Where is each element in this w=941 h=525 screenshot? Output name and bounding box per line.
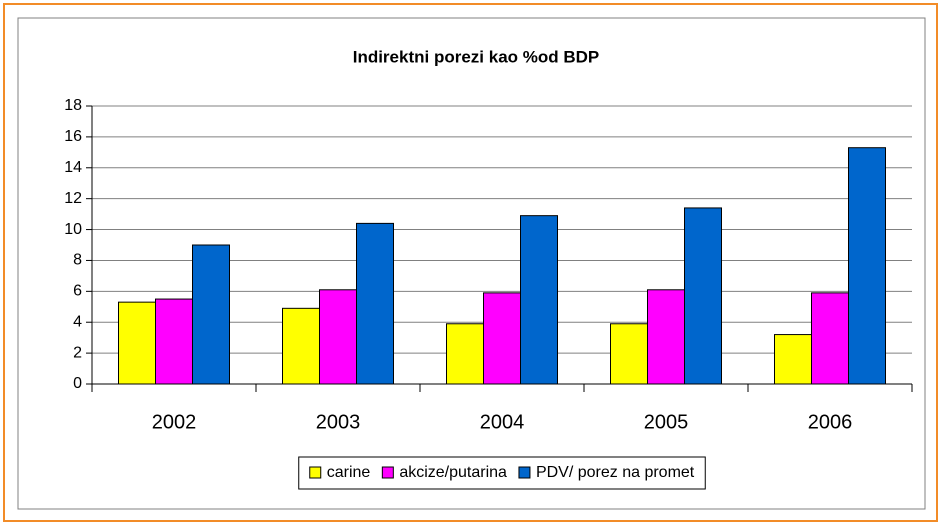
bar	[520, 215, 558, 385]
y-tick-label: 18	[64, 97, 82, 114]
bar	[483, 292, 521, 385]
bar	[684, 207, 722, 385]
bar	[446, 323, 484, 385]
legend-label: akcize/putarina	[399, 464, 507, 481]
bar	[647, 289, 685, 385]
bar	[848, 147, 886, 385]
legend-swatch	[309, 466, 322, 479]
bar	[319, 289, 357, 385]
x-tick-label: 2005	[644, 411, 689, 433]
y-tick-label: 0	[73, 375, 82, 392]
y-tick-label: 12	[64, 190, 82, 207]
y-tick-label: 16	[64, 128, 82, 145]
y-tick-label: 10	[64, 221, 82, 238]
bar	[118, 301, 156, 385]
y-tick-label: 14	[64, 159, 82, 176]
legend-swatch	[518, 466, 531, 479]
bar	[155, 298, 193, 385]
legend-label: carine	[327, 464, 371, 481]
bar	[610, 323, 648, 385]
bar	[356, 222, 394, 385]
chart-title: Indirektni porezi kao %od BDP	[353, 47, 600, 66]
bar	[811, 292, 849, 385]
x-tick-label: 2002	[152, 411, 197, 433]
chart-frame	[17, 17, 926, 510]
y-tick-label: 2	[73, 344, 82, 361]
y-tick-label: 4	[73, 313, 82, 330]
y-tick-label: 8	[73, 252, 82, 269]
bar	[774, 334, 812, 385]
legend	[298, 456, 706, 490]
x-tick-label: 2003	[316, 411, 361, 433]
legend-label: PDV/ porez na promet	[536, 464, 695, 481]
legend-swatch	[381, 466, 394, 479]
bar	[282, 307, 320, 385]
y-tick-label: 6	[73, 283, 82, 300]
x-tick-label: 2004	[480, 411, 525, 433]
bar	[192, 244, 230, 385]
x-tick-label: 2006	[808, 411, 853, 433]
